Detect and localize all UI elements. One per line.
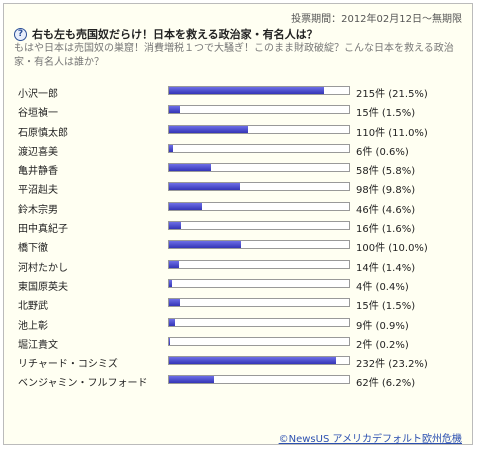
result-row: 池上彰 9件 (0.9%) <box>18 314 468 333</box>
result-row: 北野武 15件 (1.5%) <box>18 294 468 313</box>
result-row: リチャード・コシミズ 232件 (23.2%) <box>18 352 468 371</box>
candidate-name: 谷垣禎一 <box>18 108 58 120</box>
result-row: 鈴木宗男 46件 (4.6%) <box>18 198 468 217</box>
poll-description: もはや日本は売国奴の巣窟！消費増税１つで大騒ぎ！このまま財政破綻？こんな日本を救… <box>14 43 454 68</box>
vote-count: 110件 (11.0%) <box>356 127 428 139</box>
poll-title-row: ? 右も左も売国奴だらけ！日本を救える政治家・有名人は？ <box>14 26 318 42</box>
vote-bar <box>168 86 350 95</box>
candidate-name: 東国原英夫 <box>18 281 68 293</box>
candidate-name: リチャード・コシミズ <box>18 359 118 371</box>
candidate-name: 亀井静香 <box>18 166 58 178</box>
vote-bar-fill <box>169 357 337 365</box>
vote-bar <box>168 143 350 153</box>
vote-bar-fill <box>169 87 324 94</box>
vote-bar <box>168 278 350 288</box>
result-row: 谷垣禎一 15件 (1.5%) <box>18 101 468 120</box>
vote-count: 15件 (1.5%) <box>356 301 416 313</box>
result-row: 東国原英夫 4件 (0.4%) <box>18 275 468 294</box>
question-icon: ? <box>14 27 27 41</box>
vote-bar-fill <box>169 279 172 287</box>
poll-widget: 投票期間：2012年02月12日～無期限 ? 右も左も売国奴だらけ！日本を救える… <box>3 3 473 445</box>
vote-count: 46件 (4.6%) <box>356 204 416 216</box>
vote-bar <box>168 221 350 231</box>
vote-bar <box>168 182 350 192</box>
result-row: 田中真紀子 16件 (1.6%) <box>18 217 468 236</box>
candidate-name: 河村たかし <box>18 262 68 274</box>
vote-bar-fill <box>169 299 180 307</box>
candidate-name: 田中真紀子 <box>18 224 68 236</box>
candidate-name: 小沢一郎 <box>18 89 58 100</box>
vote-count: 100件 (10.0%) <box>356 243 428 255</box>
vote-count: 232件 (23.2%) <box>356 359 428 371</box>
candidate-name: ベンジャミン・フルフォード <box>18 378 148 390</box>
vote-count: 6件 (0.6%) <box>356 146 409 158</box>
vote-bar <box>168 124 350 134</box>
vote-bar <box>168 240 350 250</box>
vote-bar-fill <box>169 125 249 133</box>
vote-count: 15件 (1.5%) <box>356 108 416 120</box>
vote-bar-fill <box>169 376 214 384</box>
candidate-name: 石原慎太郎 <box>18 127 68 139</box>
vote-bar-fill <box>169 144 174 152</box>
vote-bar-fill <box>169 202 203 210</box>
vote-bar-fill <box>169 222 181 230</box>
vote-bar <box>168 375 350 385</box>
result-row: 亀井静香 58件 (5.8%) <box>18 159 468 178</box>
candidate-name: 鈴木宗男 <box>18 204 58 216</box>
candidate-name: 渡辺喜美 <box>18 146 58 158</box>
poll-results: 小沢一郎 215件 (21.5%) 谷垣禎一 15件 (1.5%) 石原慎太郎 110件 … <box>18 82 468 391</box>
vote-count: 9件 (0.9%) <box>356 320 409 332</box>
vote-count: 98件 (9.8%) <box>356 185 416 197</box>
vote-count: 58件 (5.8%) <box>356 166 416 178</box>
poll-period: 投票期間：2012年02月12日～無期限 <box>291 14 462 25</box>
vote-bar-fill <box>169 260 180 268</box>
candidate-name: 堀江貴文 <box>18 339 58 351</box>
vote-bar <box>168 201 350 211</box>
vote-bar-fill <box>169 241 241 249</box>
result-row: ベンジャミン・フルフォード 62件 (6.2%) <box>18 371 468 390</box>
candidate-name: 池上彰 <box>18 320 48 332</box>
result-row: 石原慎太郎 110件 (11.0%) <box>18 121 468 140</box>
result-row: 堀江貴文 2件 (0.2%) <box>18 333 468 352</box>
vote-bar <box>168 317 350 327</box>
vote-count: 4件 (0.4%) <box>356 281 409 293</box>
vote-bar <box>168 163 350 173</box>
poll-title: 右も左も売国奴だらけ！日本を救える政治家・有名人は？ <box>32 28 318 41</box>
result-row: 小沢一郎 215件 (21.5%) <box>18 82 468 101</box>
candidate-name: 北野武 <box>18 301 48 313</box>
vote-bar <box>168 259 350 269</box>
result-row: 河村たかし 14件 (1.4%) <box>18 256 468 275</box>
vote-count: 62件 (6.2%) <box>356 378 416 390</box>
vote-bar <box>168 105 350 115</box>
vote-count: 215件 (21.5%) <box>356 89 428 100</box>
vote-count: 2件 (0.2%) <box>356 339 409 351</box>
vote-bar <box>168 336 350 346</box>
vote-bar <box>168 356 350 366</box>
footer-link[interactable]: ©NewsUS アメリカデフォルト欧州危機 <box>278 434 462 445</box>
result-row: 橋下徹 100件 (10.0%) <box>18 236 468 255</box>
result-row: 平沼赳夫 98件 (9.8%) <box>18 178 468 197</box>
vote-bar-fill <box>169 106 180 114</box>
vote-count: 16件 (1.6%) <box>356 224 416 236</box>
vote-bar-fill <box>169 337 171 345</box>
vote-bar-fill <box>169 183 240 191</box>
vote-bar-fill <box>169 318 176 326</box>
vote-count: 14件 (1.4%) <box>356 262 416 274</box>
result-row: 渡辺喜美 6件 (0.6%) <box>18 140 468 159</box>
candidate-name: 橋下徹 <box>18 243 48 255</box>
vote-bar <box>168 298 350 308</box>
vote-bar-fill <box>169 164 211 172</box>
candidate-name: 平沼赳夫 <box>18 185 58 197</box>
